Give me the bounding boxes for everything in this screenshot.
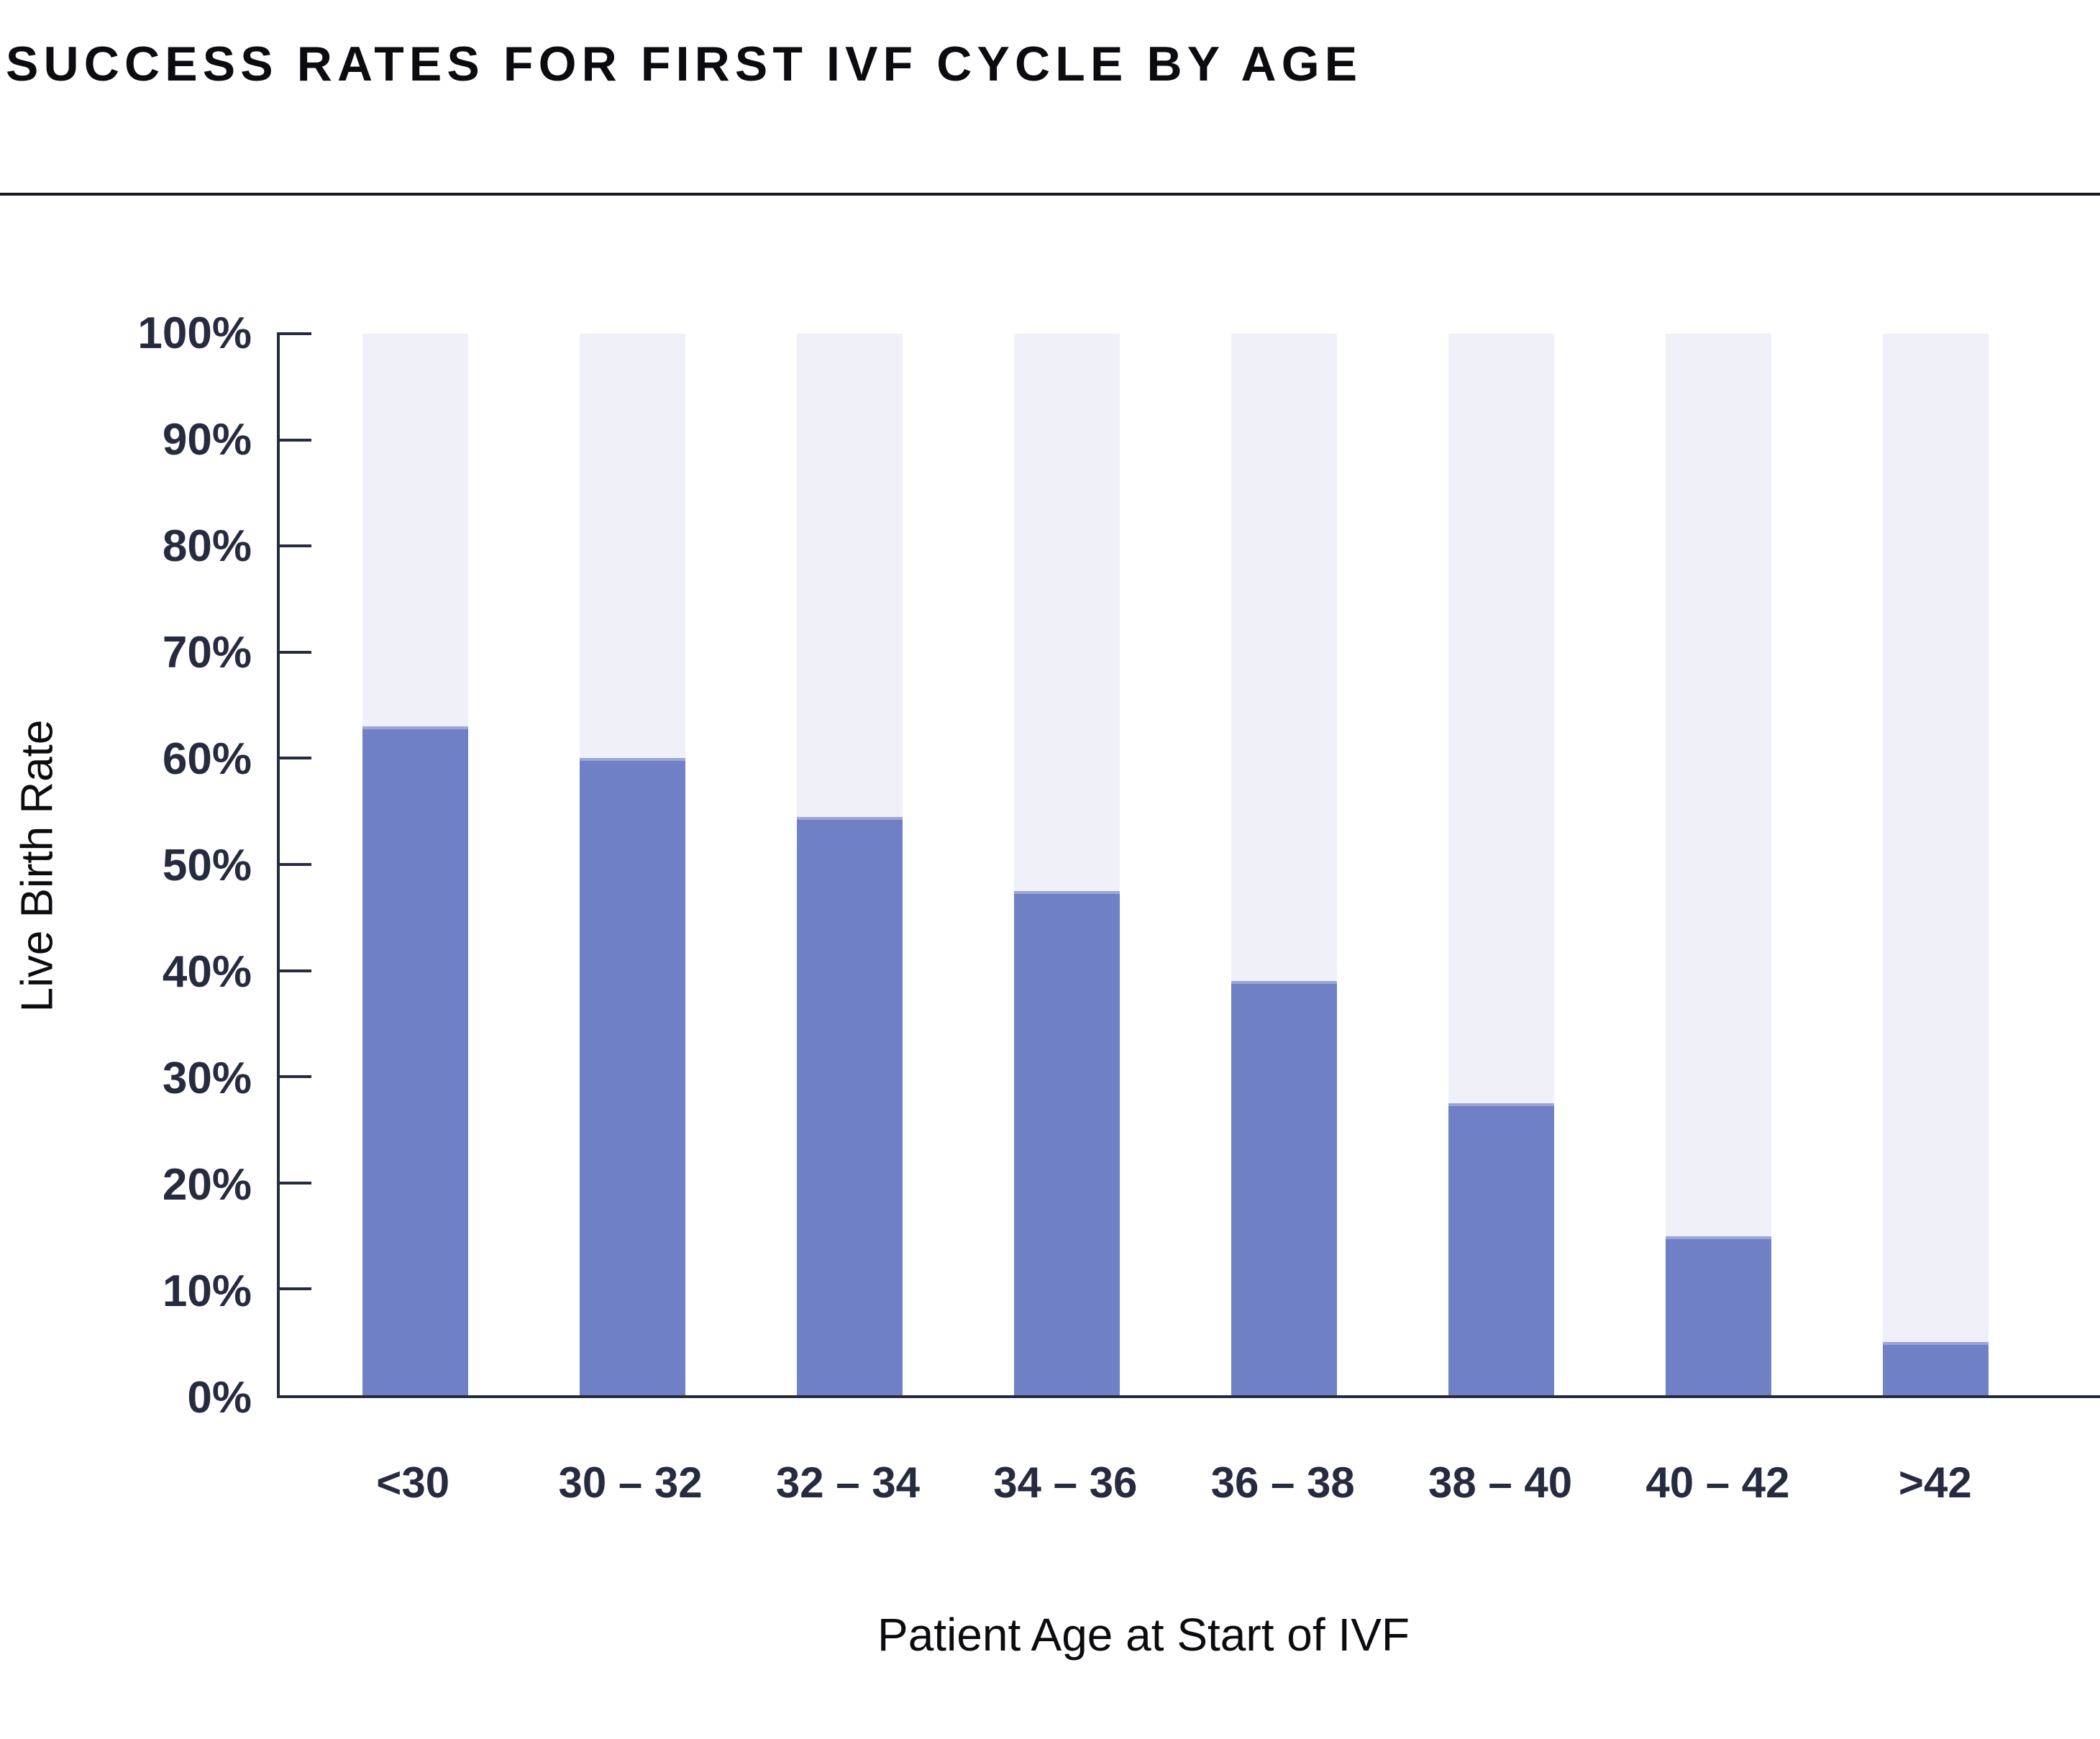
y-tick-mark — [277, 650, 311, 654]
x-axis-tick-labels: <30 30 – 32 32 – 34 34 – 36 36 – 38 38 – 40 40… — [277, 1461, 2100, 1505]
y-tick-label: 80% — [162, 521, 252, 571]
y-tick-label: 0% — [187, 1373, 252, 1423]
x-tick-label: 40 – 42 — [1645, 1459, 1790, 1507]
y-tick-mark — [277, 544, 311, 548]
bar-slot — [307, 334, 524, 1395]
x-axis-title: Patient Age at Start of IVF — [877, 1609, 1410, 1661]
y-tick-label: 50% — [162, 841, 252, 890]
bar-track — [1882, 334, 1989, 1395]
bar-fill — [362, 726, 469, 1395]
plot-area — [277, 332, 2100, 1398]
x-tick-label: >42 — [1898, 1459, 1972, 1507]
y-tick-mark — [277, 1181, 311, 1185]
bar-fill — [1014, 890, 1120, 1395]
y-axis-tick-labels: 0% 10% 20% 30% 40% 50% 60% 70% 80% 90% 100% — [0, 311, 252, 1420]
bar-slot — [524, 334, 741, 1395]
bar-slot — [1610, 334, 1827, 1395]
x-tick-label: <30 — [376, 1459, 450, 1507]
bar-fill — [1882, 1342, 1989, 1395]
bar-track — [1231, 334, 1337, 1395]
x-tick-label: 34 – 36 — [993, 1459, 1138, 1507]
chart-title: SUCCESS RATES FOR FIRST IVF CYCLE BY AGE — [6, 37, 1363, 91]
y-tick-label: 60% — [162, 734, 252, 784]
y-tick-mark — [277, 969, 311, 972]
y-tick-mark — [277, 757, 311, 760]
title-divider-line — [0, 193, 2100, 196]
bar-slot — [741, 334, 959, 1395]
bar-track — [362, 334, 469, 1395]
bar-group — [280, 334, 2100, 1395]
y-tick-label: 70% — [162, 628, 252, 677]
y-tick-label: 40% — [162, 947, 252, 997]
bar-track — [1665, 334, 1771, 1395]
bar-fill — [797, 816, 903, 1395]
y-tick-label: 30% — [162, 1054, 252, 1103]
y-tick-mark — [277, 1287, 311, 1291]
bar-slot — [959, 334, 1176, 1395]
y-tick-mark — [277, 332, 311, 335]
bar-slot — [1827, 334, 2044, 1395]
bar-track — [1448, 334, 1554, 1395]
bar-fill — [1448, 1103, 1554, 1395]
x-tick-label: 38 – 40 — [1428, 1459, 1573, 1507]
y-tick-mark — [277, 1075, 311, 1079]
bar-track — [1014, 334, 1120, 1395]
x-tick-label: 30 – 32 — [558, 1459, 703, 1507]
bar-slot — [1176, 334, 1393, 1395]
bar-fill — [1231, 981, 1337, 1395]
x-tick-label: 32 – 34 — [775, 1459, 921, 1507]
y-tick-label: 90% — [162, 415, 252, 465]
bar-slot — [1392, 334, 1610, 1395]
y-tick-mark — [277, 863, 311, 866]
y-tick-mark — [277, 438, 311, 442]
bar-fill — [1665, 1236, 1771, 1395]
y-tick-label: 10% — [162, 1266, 252, 1316]
bar-track — [797, 334, 903, 1395]
y-tick-label: 20% — [162, 1160, 252, 1210]
y-tick-label: 100% — [137, 309, 252, 358]
x-tick-label: 36 – 38 — [1210, 1459, 1355, 1507]
bar-track — [580, 334, 686, 1395]
bar-fill — [580, 758, 686, 1395]
